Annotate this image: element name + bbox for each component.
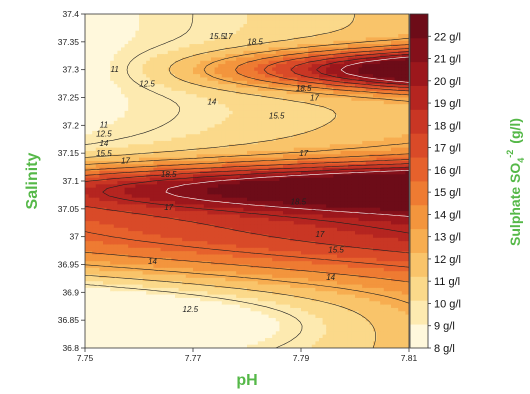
y-tick-label: 37.1 (62, 176, 79, 186)
colorbar-label: 13 g/l (434, 232, 461, 244)
colorbar-label: 18 g/l (434, 120, 461, 132)
y-tick-label: 37.15 (58, 148, 80, 158)
contour-fill (85, 14, 409, 348)
contour-label: 17 (164, 203, 173, 212)
contour-line (85, 14, 376, 348)
y-tick-label: 37 (70, 232, 80, 242)
contour-lines (85, 14, 409, 348)
colorbar-label: 15 g/l (434, 187, 461, 199)
colorbar-swatch (410, 133, 428, 158)
colorbar-label: 11 g/l (434, 276, 460, 288)
colorbar-title-sub: 4 (516, 158, 526, 163)
colorbar-swatch (410, 324, 428, 349)
colorbar-title-main: Sulphate SO (507, 163, 523, 246)
y-tick-label: 37.4 (62, 9, 79, 19)
contour-line (85, 37, 409, 304)
y-tick-label: 37.35 (58, 37, 80, 47)
colorbar-swatch (410, 252, 428, 277)
contour-label: 14 (207, 98, 216, 107)
y-tick-label: 36.95 (58, 260, 80, 270)
colorbar-label: 8 g/l (434, 343, 455, 355)
contour-label: 18.5 (296, 84, 312, 93)
colorbar-swatch (410, 228, 428, 253)
contour-label: 12.5 (183, 305, 199, 314)
contour-label: 11 (100, 121, 108, 130)
plot-area (85, 14, 409, 348)
colorbar-swatch (410, 14, 428, 39)
colorbar-label: 12 g/l (434, 254, 461, 266)
colorbar-title-sup: -2 (505, 150, 515, 158)
colorbar-label: 21 g/l (434, 54, 461, 66)
x-tick-label: 7.77 (185, 353, 202, 363)
y-tick-label: 36.85 (58, 315, 80, 325)
y-axis: 36.8 36.85 36.9 36.95 37 37.05 37.1 37.15 37.2 37… (58, 9, 85, 353)
colorbar-swatch (410, 61, 428, 86)
contour-label: 18.5 (161, 170, 177, 179)
contour-label: 12.5 (139, 79, 155, 88)
x-tick-label: 7.75 (77, 353, 94, 363)
colorbar-label: 9 g/l (434, 321, 455, 333)
y-tick-label: 37.3 (62, 65, 79, 75)
contour-label: 18.5 (291, 197, 307, 206)
contour-label: 18.5 (247, 38, 263, 47)
colorbar-label: 20 g/l (434, 76, 461, 88)
contour-label: 14 (148, 257, 157, 266)
contour-label: 14 (326, 273, 335, 282)
contour-line (85, 14, 303, 348)
x-axis-title: pH (236, 372, 257, 389)
contour-label: 12.5 (96, 130, 112, 139)
colorbar-frame (409, 13, 429, 349)
colorbar-swatch (410, 109, 428, 134)
contour-label: 15.5 (269, 112, 285, 121)
contour-label: 17 (310, 93, 319, 102)
contour-label: 15.5 (328, 245, 344, 254)
y-tick-label: 36.8 (62, 343, 79, 353)
contour-line (102, 54, 409, 234)
contour-label: 17 (299, 149, 308, 158)
contour-line (85, 48, 409, 268)
contour-label: 14 (99, 139, 108, 148)
contour-line (85, 44, 409, 283)
contour-label: 15.5 (210, 32, 226, 41)
colorbar-label: 10 g/l (434, 298, 461, 310)
contour-label: 11 (111, 65, 119, 74)
contour-line (165, 56, 409, 217)
colorbar-title: Sulphate SO4-2 (g/l) (505, 118, 526, 246)
y-axis-title: Salinity (24, 152, 41, 209)
colorbar-swatch (410, 37, 428, 63)
y-tick-label: 37.05 (58, 204, 80, 214)
x-axis: 7.75 7.77 7.79 7.81 (77, 348, 418, 363)
colorbar-swatch (410, 204, 428, 230)
contour-label: 15.5 (96, 149, 112, 158)
colorbar-label: 14 g/l (434, 209, 461, 221)
contour-label: 17 (224, 32, 233, 41)
y-tick-label: 37.25 (58, 93, 80, 103)
contour-label: 17 (315, 230, 324, 239)
contour-label: 17 (121, 157, 130, 166)
colorbar-swatch (410, 276, 428, 301)
colorbar-label: 16 g/l (434, 165, 461, 177)
x-tick-label: 7.81 (401, 353, 418, 363)
colorbar-title-unit: (g/l) (507, 118, 523, 144)
colorbar: 8 g/l 9 g/l 10 g/l 11 g/l 12 g/l 13 g/l 14 g/l… (409, 13, 461, 355)
colorbar-swatch (410, 157, 428, 182)
contour-line (85, 51, 409, 254)
x-tick-label: 7.79 (293, 353, 310, 363)
colorbar-swatch (410, 85, 428, 110)
colorbar-label: 22 g/l (434, 31, 461, 43)
colorbar-label: 17 g/l (434, 143, 461, 155)
colorbar-label: 19 g/l (434, 98, 461, 110)
y-tick-label: 36.9 (62, 287, 79, 297)
colorbar-swatch (410, 300, 428, 325)
colorbar-swatch (410, 181, 428, 206)
y-tick-label: 37.2 (62, 120, 79, 130)
